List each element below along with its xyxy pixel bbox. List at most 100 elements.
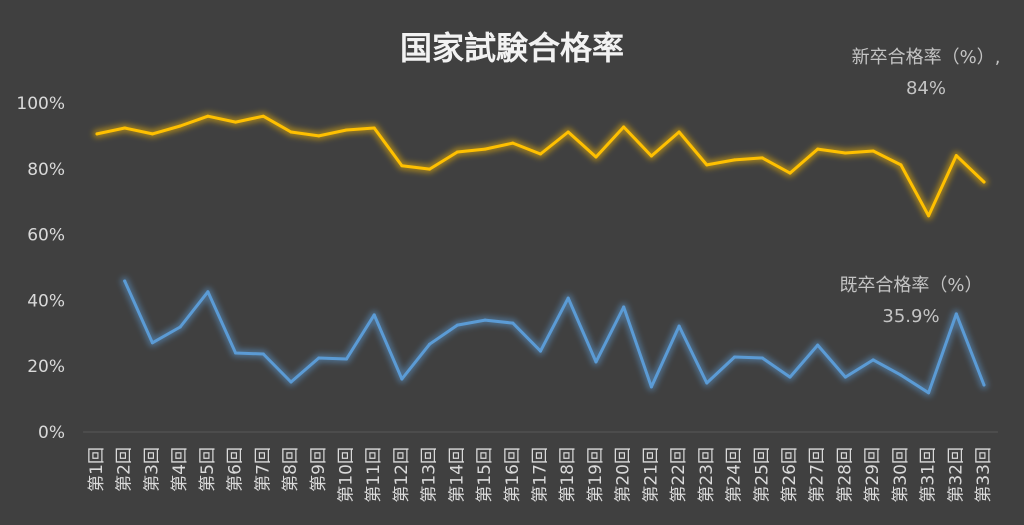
data-label-value: 84% <box>906 78 946 99</box>
series-2-point <box>400 377 404 381</box>
series-1-point <box>871 149 875 153</box>
x-tick-label: 第21回 <box>641 447 661 503</box>
series-2-point <box>954 312 958 316</box>
x-tick-label: 第32回 <box>946 447 966 503</box>
x-tick-label: 第25回 <box>752 447 772 503</box>
x-tick-label: 第7回 <box>253 447 273 492</box>
series-2-point <box>843 375 847 379</box>
y-tick-label: 80% <box>27 160 65 180</box>
series-2-point <box>234 351 238 355</box>
series-2-point <box>289 380 293 384</box>
x-tick-label: 第23回 <box>697 447 717 503</box>
series-2-point <box>372 313 376 317</box>
series-1-point <box>622 125 626 129</box>
x-tick-label: 第12回 <box>392 447 412 503</box>
series-2-point <box>927 391 931 395</box>
series-2-point <box>150 341 154 345</box>
series-1-point <box>511 141 515 145</box>
series-layer <box>93 112 988 397</box>
x-tick-label: 第20回 <box>614 447 634 503</box>
series-1-point <box>428 167 432 171</box>
data-label-series-1: 新卒合格率（%）, 84% <box>852 47 1001 99</box>
series-1-point <box>206 114 210 118</box>
y-tick-label: 40% <box>27 291 65 311</box>
series-1-point <box>566 130 570 134</box>
data-label-title: 新卒合格率（%）, <box>852 47 1001 68</box>
series-2-point <box>871 358 875 362</box>
series-1-point <box>455 150 459 154</box>
x-tick-label: 第2回 <box>115 447 135 492</box>
series-1-point <box>843 151 847 155</box>
x-tick-label: 第8回 <box>281 447 301 492</box>
series-1-point <box>123 126 127 130</box>
y-tick-label: 60% <box>27 226 65 246</box>
x-tick-label: 第1回 <box>87 447 107 492</box>
x-tick-label: 第31回 <box>919 447 939 503</box>
series-2-point <box>622 305 626 309</box>
series-1-point <box>927 214 931 218</box>
x-tick-label: 第3回 <box>142 447 162 492</box>
x-tick-label: 第29回 <box>863 447 883 503</box>
series-2-point <box>539 349 542 353</box>
series-2-point <box>705 381 709 385</box>
data-label-value: 35.9% <box>882 306 939 327</box>
data-label-layer: 新卒合格率（%）, 84% 既卒合格率（%） 35.9% <box>839 47 1000 327</box>
data-label-series-2: 既卒合格率（%） 35.9% <box>839 275 982 327</box>
x-tick-label: 第28回 <box>835 447 855 503</box>
x-tick-label: 第5回 <box>198 447 218 492</box>
y-tick-label: 0% <box>38 423 65 443</box>
x-tick-label: 第19回 <box>586 447 606 503</box>
series-1-point <box>345 128 348 132</box>
series-1-point <box>733 158 737 162</box>
y-axis: 0% 20% 40% 60% 80% 100% <box>16 94 65 443</box>
data-label-series-name: 新卒合格率（%） <box>852 47 995 68</box>
series-2-point <box>677 324 681 328</box>
x-tick-label: 第10回 <box>337 447 357 503</box>
series-2-point <box>483 318 487 322</box>
series-1-point <box>261 114 265 118</box>
series-2-point <box>206 290 210 294</box>
series-2-point <box>566 296 570 300</box>
x-tick-label: 第26回 <box>780 447 800 503</box>
series-1-point <box>760 156 764 160</box>
x-tick-label: 第33回 <box>974 447 994 503</box>
series-2-point <box>178 325 182 329</box>
series-1-point <box>400 164 404 168</box>
series-1-point <box>788 171 792 175</box>
series-2-point <box>594 360 598 364</box>
x-tick-label: 第22回 <box>669 447 689 503</box>
series-2-point <box>760 356 764 360</box>
data-label-title: 既卒合格率（%） <box>839 275 982 296</box>
series-1-point <box>705 163 709 167</box>
series-1-point <box>289 130 293 134</box>
series-1-point <box>539 152 542 156</box>
x-tick-label: 第30回 <box>891 447 911 503</box>
series-1-point <box>317 134 321 138</box>
series-1-point <box>372 126 376 130</box>
x-tick-label: 第9回 <box>309 447 329 492</box>
series-2-point <box>345 357 348 361</box>
y-tick-label: 100% <box>16 94 65 114</box>
x-tick-label: 第14回 <box>447 447 467 503</box>
series-1-point <box>95 132 99 136</box>
series-1-point <box>677 130 681 134</box>
x-tick-label: 第13回 <box>420 447 440 503</box>
series-2-line <box>123 279 986 395</box>
series-2-point <box>317 356 321 360</box>
x-tick-label: 第27回 <box>808 447 828 503</box>
series-2-point <box>788 375 792 379</box>
x-tick-label: 第16回 <box>503 447 523 503</box>
series-1-point <box>483 147 487 151</box>
x-tick-label: 第6回 <box>226 447 246 492</box>
x-tick-label: 第24回 <box>725 447 745 503</box>
x-tick-label: 第15回 <box>475 447 495 503</box>
chart-title: 国家試験合格率 <box>400 29 624 67</box>
series-1-point <box>178 124 182 128</box>
data-label-series-name: 既卒合格率（%） <box>839 275 982 296</box>
series-1-point <box>982 180 986 184</box>
series-2-point <box>899 373 903 377</box>
x-tick-label: 第18回 <box>558 447 578 503</box>
